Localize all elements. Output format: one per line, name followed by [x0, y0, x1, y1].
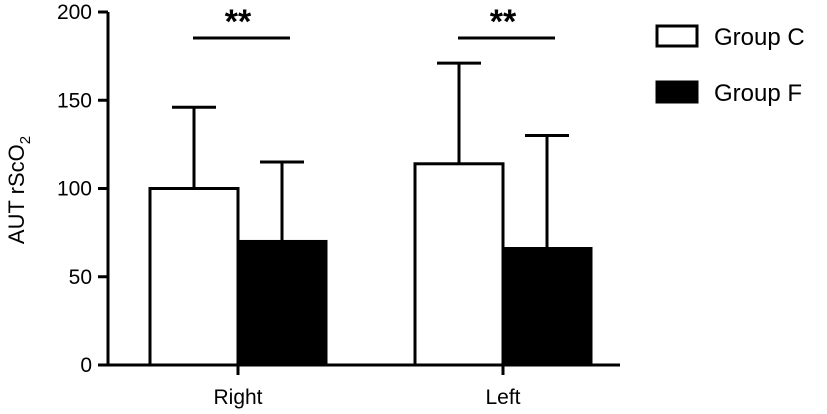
x-tick-label: Left — [485, 386, 520, 409]
bars — [148, 61, 593, 367]
y-axis-label: AUT rScO2 — [4, 136, 34, 244]
bar — [413, 162, 505, 367]
y-axis-label-main: AUT rScO — [4, 144, 29, 244]
legend: Group C Group F — [655, 24, 805, 107]
significance-label: ** — [225, 3, 252, 41]
y-tick-label: 0 — [80, 354, 92, 377]
bar — [148, 187, 240, 367]
legend-label: Group F — [714, 80, 802, 107]
y-tick-label: 200 — [57, 1, 92, 24]
significance-markers: ** ** — [193, 3, 555, 41]
bar — [236, 239, 328, 367]
legend-label: Group C — [714, 24, 805, 51]
y-axis-label-sub: 2 — [17, 136, 34, 144]
y-axis: 0 50 100 150 200 — [57, 1, 110, 377]
significance-label: ** — [490, 3, 517, 41]
legend-swatch — [655, 24, 699, 48]
bar — [501, 247, 593, 367]
x-tick-label: Right — [213, 386, 262, 409]
legend-swatch — [655, 80, 699, 104]
x-axis: Right Left — [106, 363, 620, 409]
y-tick-label: 150 — [57, 89, 92, 112]
y-tick-label: 100 — [57, 178, 92, 201]
y-tick-label: 50 — [69, 266, 92, 289]
